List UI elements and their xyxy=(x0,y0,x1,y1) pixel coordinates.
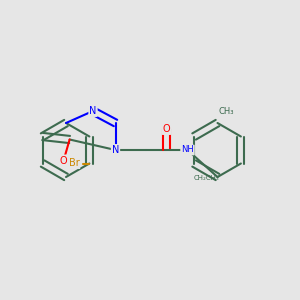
Text: Br: Br xyxy=(69,158,80,169)
Text: N: N xyxy=(112,145,119,155)
Text: N: N xyxy=(89,106,97,116)
Text: NH: NH xyxy=(181,146,194,154)
Text: O: O xyxy=(60,155,68,166)
Text: CH₃: CH₃ xyxy=(219,106,234,116)
Text: CH₂CH₃: CH₂CH₃ xyxy=(193,176,219,182)
Text: O: O xyxy=(163,124,170,134)
